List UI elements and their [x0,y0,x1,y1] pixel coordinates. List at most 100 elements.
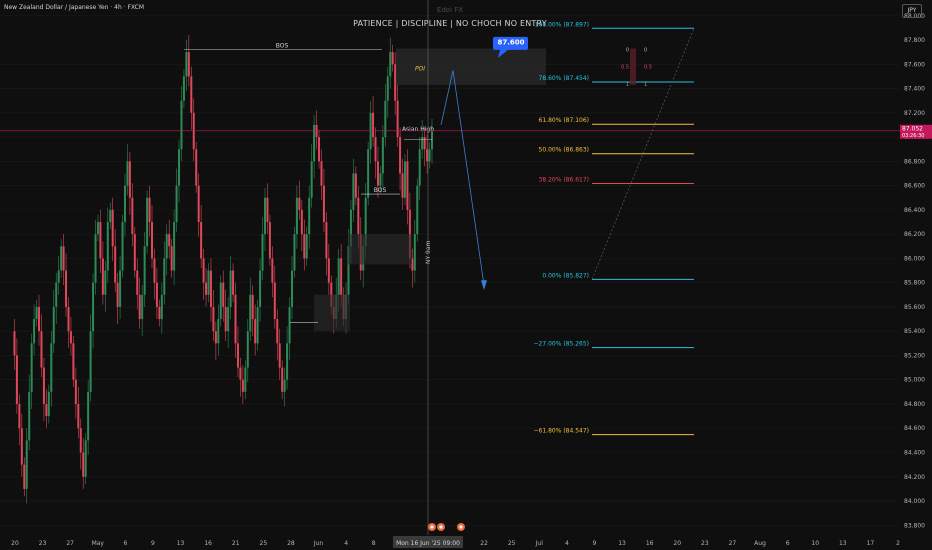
candle [325,212,328,276]
candle-body [396,100,399,138]
candle-body [28,391,31,441]
event-marker[interactable] [437,523,445,531]
candle [192,98,195,162]
candle-body [246,331,249,368]
candle-body [87,391,90,441]
candle-body [389,52,392,77]
x-tick-label: 4 [344,540,348,547]
candle-body [428,149,431,162]
candle-body [62,246,65,271]
y-tick-label: 84.600 [904,425,925,432]
candle-body [298,197,301,210]
candle-body [207,270,210,295]
candle-body [15,355,18,404]
currency-button[interactable]: JPY [902,4,922,18]
candle-body [322,185,325,223]
candle [146,190,149,254]
candle-body [372,112,375,138]
candle-body [52,306,55,344]
candle-body [364,197,367,247]
candle [195,141,198,193]
candle-body [426,149,429,162]
candle [42,357,45,421]
candle [38,294,41,346]
candle-body [214,331,217,344]
y-tick-label: 86.600 [904,183,925,190]
candle-body [35,306,38,320]
candle-body [227,306,230,332]
candle-body [401,173,404,198]
candle-body [386,76,389,101]
candle-body [141,294,144,320]
candle [33,304,36,356]
candle-body [421,137,424,150]
candle [288,297,291,361]
event-marker[interactable] [457,523,465,531]
candle [276,309,279,361]
candle [148,185,151,237]
candle-body [136,270,139,295]
current-price-countdown: 03:26:30 [902,133,924,139]
candle [229,255,232,320]
candle-body [109,209,112,223]
candle-body [330,282,333,307]
mini-fib-zone [630,48,636,85]
candle-body [411,258,414,271]
candle-body [310,161,313,198]
candle [281,360,284,400]
x-tick-label: 20 [11,540,19,547]
current-price-label: 87.052 [902,125,923,132]
candle-body [13,331,16,356]
watermark: Edoi FX [436,6,464,14]
candle-body [160,294,163,320]
candle-body [236,343,239,368]
candle [214,321,217,361]
symbol-title[interactable]: New Zealand Dollar / Japanese Yen · 4h ·… [4,4,145,11]
candle [13,319,16,371]
candle [151,205,153,269]
event-marker[interactable] [428,523,436,531]
fib-level-label: −27.00% (85.265) [534,341,590,348]
candle-body [399,137,402,174]
candle [232,263,235,303]
candle [65,253,68,317]
candle [47,384,50,424]
candle-body [266,197,269,223]
candle-body [126,161,129,186]
candle [391,44,394,72]
candle [15,338,18,414]
x-tick-label: May [92,540,105,547]
candle [185,40,188,91]
candle [384,83,387,147]
x-tick-label: 20 [673,540,681,547]
candle [62,234,65,286]
candle-body [47,391,50,417]
candle-body [263,197,266,235]
demand-zone-lower [314,294,350,332]
target-callout-label: 87.600 [497,38,524,46]
candle-body [379,173,382,186]
candle-body [173,222,176,271]
x-tick-label: 8 [372,540,376,547]
candle-body [197,185,200,223]
candle [119,255,122,320]
x-tick-label: 4 [565,540,569,547]
candle-body [89,331,92,392]
candle [389,37,392,89]
candle-body [374,137,377,162]
candle-body [244,367,247,392]
candle-body [283,379,286,392]
candle-body [391,52,394,65]
x-tick-label: Aug [754,540,766,547]
candle-body [65,270,68,307]
candle [190,66,193,130]
candle-body [305,234,308,259]
fib-level-label: 78.60% (87.454) [539,75,589,82]
candle [123,173,126,237]
candle-body [67,306,70,332]
candle [293,226,296,278]
candle [163,241,166,305]
candle [376,146,379,198]
candle-body [349,209,352,247]
